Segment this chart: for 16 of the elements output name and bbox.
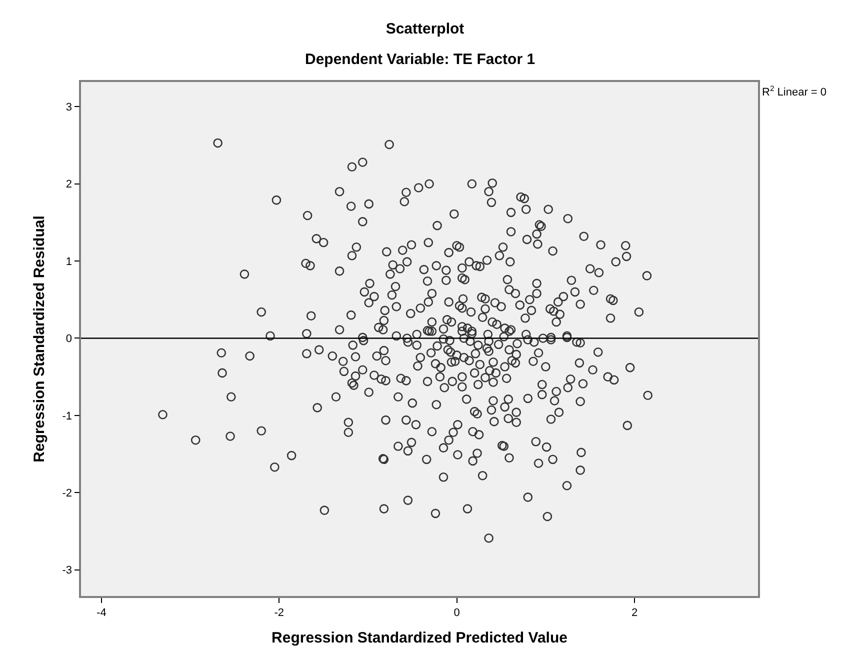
x-tick-label: 0 xyxy=(454,606,460,619)
text: R$^{2}$ Linear = 0 xyxy=(762,84,827,99)
y-tick-label: -2 xyxy=(62,487,72,500)
y-tick-label: 1 xyxy=(66,256,72,268)
y-tick-label: 2 xyxy=(66,178,72,191)
y-tick-label: 3 xyxy=(66,102,72,114)
y-tick-label: 0 xyxy=(66,333,72,346)
chart-title: Scatterplot xyxy=(386,20,464,38)
y-axis-title: Regression Standardized Residual xyxy=(31,216,48,462)
y-tick-label: -1 xyxy=(62,410,72,422)
chart-subtitle: Dependent Variable: TE Factor 1 xyxy=(305,51,536,68)
x-tick-label: -2 xyxy=(274,606,284,619)
x-tick-label: 2 xyxy=(631,606,638,619)
x-axis-title: Regression Standardized Predicted Value xyxy=(272,629,568,646)
y-tick-label: -3 xyxy=(62,564,72,577)
x-tick-label: -4 xyxy=(96,606,106,619)
